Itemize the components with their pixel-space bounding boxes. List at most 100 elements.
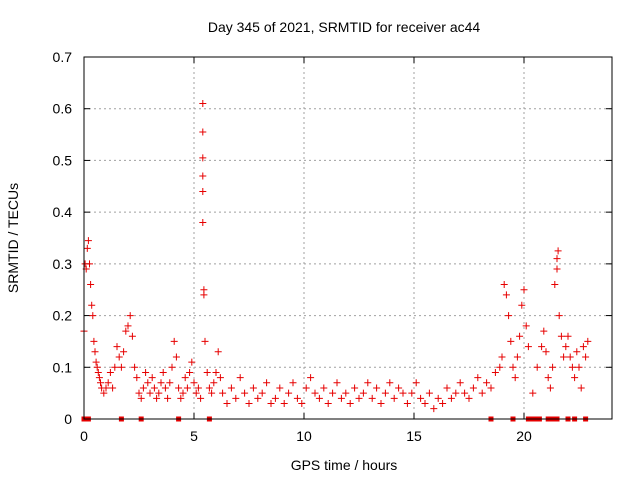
y-tick-label: 0.6: [53, 101, 73, 117]
data-point: [227, 384, 235, 392]
data-point: [263, 379, 271, 387]
data-point: [386, 379, 394, 387]
data-point: [554, 247, 562, 255]
data-point: [500, 281, 508, 289]
x-tick-label: 5: [190, 428, 198, 444]
data-point: [293, 394, 301, 402]
data-point: [425, 389, 433, 397]
data-point: [315, 394, 323, 402]
data-point: [421, 399, 429, 407]
data-point: [368, 394, 376, 402]
data-point: [87, 281, 95, 289]
data-point: [192, 389, 200, 397]
data-point: [456, 379, 464, 387]
data-point: [104, 379, 112, 387]
data-point: [175, 384, 183, 392]
data-point: [100, 389, 108, 397]
data-point: [199, 218, 207, 226]
data-point: [188, 358, 196, 366]
data-point: [164, 394, 172, 402]
data-point: [170, 337, 178, 345]
data-point: [333, 379, 341, 387]
data-point: [511, 374, 519, 382]
data-point: [551, 281, 559, 289]
data-point: [364, 379, 372, 387]
plot-frame: [83, 56, 613, 420]
data-point: [201, 337, 209, 345]
data-point: [183, 384, 191, 392]
data-point: [131, 363, 139, 371]
data-point: [573, 348, 581, 356]
data-point: [487, 384, 495, 392]
data-point: [199, 100, 207, 108]
data-point: [186, 368, 194, 376]
data-point: [469, 384, 477, 392]
data-point: [124, 322, 132, 330]
data-point: [540, 327, 548, 335]
data-point: [399, 389, 407, 397]
data-point: [241, 389, 249, 397]
data-point: [267, 399, 275, 407]
data-point: [575, 363, 583, 371]
data-point: [120, 348, 128, 356]
x-axis-label: GPS time / hours: [291, 457, 398, 473]
data-point: [190, 379, 198, 387]
data-point: [133, 374, 141, 382]
data-point: [337, 394, 345, 402]
data-point: [113, 343, 121, 351]
data-point: [443, 384, 451, 392]
data-point: [549, 363, 557, 371]
data-point: [117, 363, 125, 371]
data-point: [210, 379, 218, 387]
data-point: [452, 389, 460, 397]
data-point: [142, 368, 150, 376]
data-point: [553, 255, 561, 263]
data-point: [546, 384, 554, 392]
data-point: [177, 394, 185, 402]
data-point: [302, 384, 310, 392]
data-point: [109, 384, 117, 392]
data-point: [403, 399, 411, 407]
data-point: [359, 389, 367, 397]
data-point: [214, 348, 222, 356]
data-point: [520, 286, 528, 294]
data-point: [150, 384, 158, 392]
data-point: [562, 343, 570, 351]
data-point: [245, 399, 253, 407]
data-point: [518, 301, 526, 309]
data-point: [223, 399, 231, 407]
data-point: [538, 343, 546, 351]
x-tick-label: 20: [516, 428, 532, 444]
data-point: [90, 337, 98, 345]
data-point: [417, 394, 425, 402]
data-point: [155, 389, 163, 397]
data-point: [111, 363, 119, 371]
data-point: [522, 322, 530, 330]
data-point: [203, 368, 211, 376]
data-point: [582, 353, 590, 361]
data-point: [289, 379, 297, 387]
y-tick-label: 0: [64, 411, 72, 427]
data-point: [351, 384, 359, 392]
data-point: [276, 384, 284, 392]
data-point: [329, 389, 337, 397]
data-point: [181, 374, 189, 382]
data-point: [172, 353, 180, 361]
data-point: [395, 384, 403, 392]
data-point: [577, 384, 585, 392]
data-point: [179, 389, 187, 397]
data-point: [88, 301, 96, 309]
data-point: [509, 363, 517, 371]
data-point: [524, 343, 532, 351]
data-point: [89, 312, 97, 320]
data-point: [216, 374, 224, 382]
data-point: [280, 399, 288, 407]
data-point: [298, 399, 306, 407]
data-point: [505, 312, 513, 320]
data-point: [115, 353, 123, 361]
data-point: [564, 332, 572, 340]
data-point: [205, 384, 213, 392]
data-point: [516, 332, 524, 340]
data-point: [381, 389, 389, 397]
